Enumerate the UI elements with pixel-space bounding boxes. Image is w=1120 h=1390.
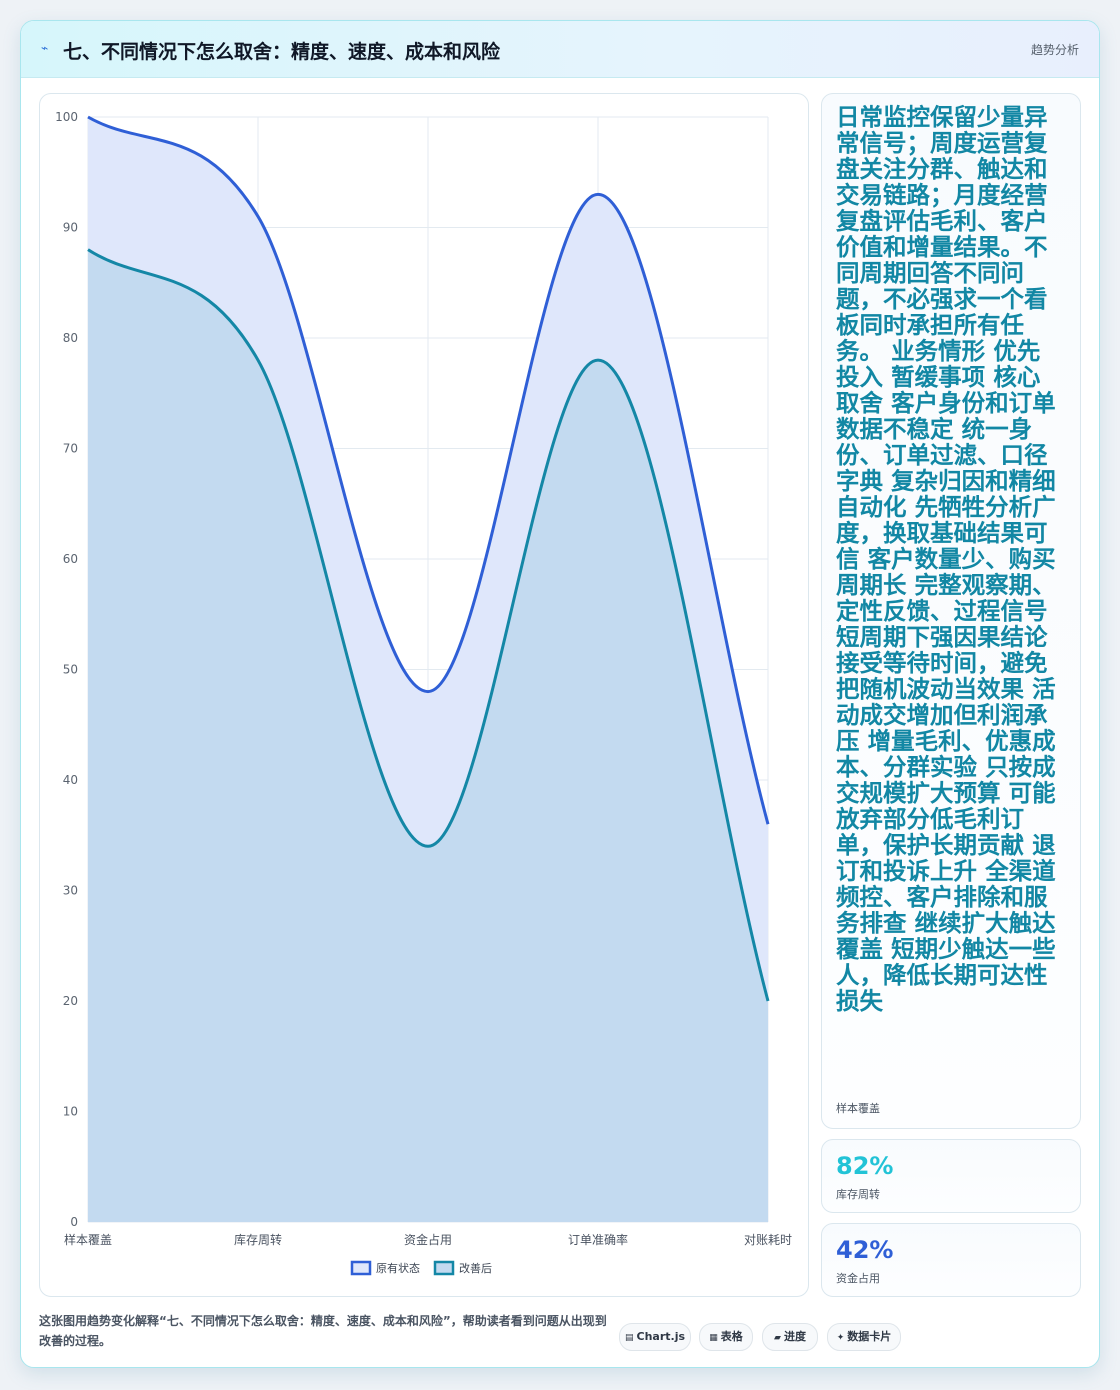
y-tick-label: 20 <box>63 994 78 1008</box>
stat-card-capital: 42% 资金占用 <box>821 1223 1081 1297</box>
y-tick-label: 10 <box>63 1105 78 1119</box>
chart-caption: 这张图用趋势变化解释“七、不同情况下怎么取舍：精度、速度、成本和风险”，帮助读者… <box>39 1314 607 1348</box>
y-tick-label: 50 <box>63 663 78 677</box>
page-title: 七、不同情况下怎么取舍：精度、速度、成本和风险 <box>63 41 501 63</box>
chart-icon: ▤ <box>624 1333 634 1343</box>
chart-panel: 0 10 20 30 40 50 60 70 80 90 100 样本覆盖 库存周转 资金占用 订单准确率 对… <box>39 93 809 1297</box>
y-tick-label: 60 <box>63 552 78 566</box>
chip-data-card[interactable]: ✦ 数据卡片 <box>827 1323 901 1351</box>
chip-label: 数据卡片 <box>847 1330 892 1343</box>
chip-table[interactable]: ▦ 表格 <box>699 1323 753 1351</box>
report-card: ⌁ 七、不同情况下怎么取舍：精度、速度、成本和风险 趋势分析 0 10 20 30 40… <box>20 20 1100 1368</box>
stat-value: 42% <box>836 1236 894 1264</box>
summary-label: 样本覆盖 <box>836 1102 880 1115</box>
y-tick-label: 70 <box>63 442 78 456</box>
card-header: ⌁ 七、不同情况下怎么取舍：精度、速度、成本和风险 趋势分析 <box>21 21 1099 78</box>
stat-card-inventory: 82% 库存周转 <box>821 1139 1081 1213</box>
y-tick-label: 40 <box>63 773 78 787</box>
x-tick-label: 订单准确率 <box>568 1232 628 1247</box>
summary-card: 日常监控保留少量异常信号；周度运营复盘关注分群、触达和交易链路；月度经营复盘评估… <box>821 93 1081 1129</box>
trend-icon: ⌁ <box>41 41 49 55</box>
category-badge: 趋势分析 <box>1030 43 1079 57</box>
chip-chartjs[interactable]: ▤ Chart.js <box>619 1323 691 1351</box>
x-tick-label: 资金占用 <box>404 1232 452 1247</box>
x-tick-label: 对账耗时 <box>744 1233 792 1247</box>
stat-label: 资金占用 <box>836 1272 880 1285</box>
card-icon: ✦ <box>836 1333 845 1343</box>
legend-label: 改善后 <box>459 1261 492 1275</box>
series-line-1 <box>87 248 770 1002</box>
stat-label: 库存周转 <box>836 1188 880 1201</box>
chip-label: 表格 <box>720 1330 743 1343</box>
legend-swatch <box>433 1260 455 1276</box>
legend-label: 原有状态 <box>376 1261 420 1275</box>
series-area-1 <box>88 249 768 1223</box>
series-line-0 <box>87 115 770 825</box>
area-chart: 0 10 20 30 40 50 60 70 80 90 100 样本覆盖 库存周转 资金占用 订单准确率 对… <box>55 110 792 1276</box>
legend-swatch <box>350 1260 372 1276</box>
chip-progress[interactable]: ▰ 进度 <box>762 1323 818 1351</box>
chip-label: 进度 <box>783 1330 806 1343</box>
y-tick-label: 80 <box>63 331 78 345</box>
table-icon: ▦ <box>709 1333 718 1343</box>
y-tick-label: 90 <box>63 221 78 235</box>
progress-icon: ▰ <box>774 1333 781 1343</box>
x-tick-label: 库存周转 <box>234 1232 282 1247</box>
y-tick-label: 0 <box>70 1215 78 1229</box>
stat-value: 82% <box>836 1152 894 1180</box>
y-tick-label: 100 <box>55 110 78 124</box>
summary-text: 日常监控保留少量异常信号；周度运营复盘关注分群、触达和交易链路；月度经营复盘评估… <box>836 103 1056 1015</box>
y-tick-label: 30 <box>63 884 78 898</box>
x-tick-label: 样本覆盖 <box>64 1232 112 1247</box>
chip-label: Chart.js <box>636 1330 686 1343</box>
